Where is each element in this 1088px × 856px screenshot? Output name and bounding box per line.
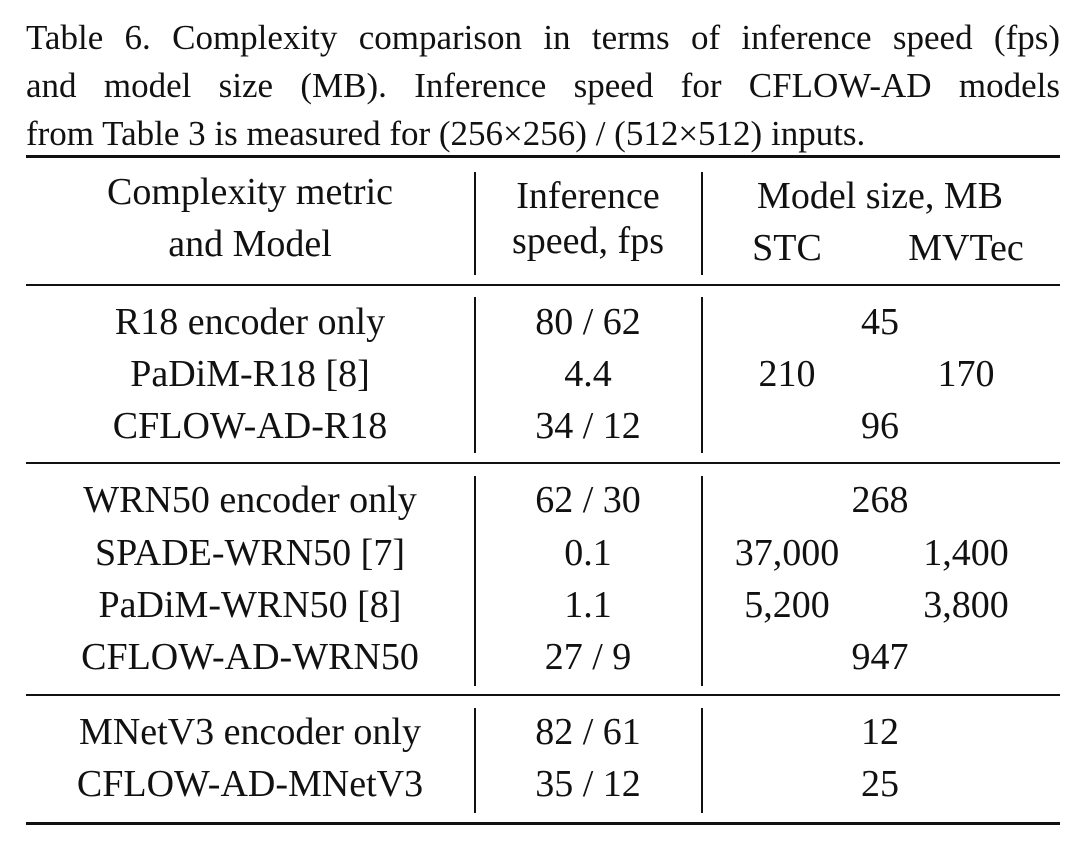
header-complexity-metric: Complexity metric <box>106 171 394 213</box>
model-size-mvtec: 1,400 <box>923 532 1009 574</box>
model-size-stc: 37,000 <box>734 532 840 574</box>
inference-speed: 27 / 9 <box>544 636 632 678</box>
column-separator-right <box>701 297 703 453</box>
model-size-stc: 5,200 <box>744 584 830 626</box>
header-inference: Inference <box>516 175 660 217</box>
model-name: R18 encoder only <box>114 301 386 343</box>
column-separator-right <box>701 708 703 813</box>
inference-speed: 0.1 <box>564 532 612 574</box>
header-model-size: Model size, MB <box>757 175 1003 217</box>
model-size-mvtec: 170 <box>937 353 995 395</box>
model-name: WRN50 encoder only <box>83 479 417 521</box>
column-separator-left <box>474 708 476 813</box>
inference-speed: 82 / 61 <box>535 711 641 753</box>
model-name: PaDiM-R18 [8] <box>130 353 370 395</box>
caption-line-3: from Table 3 is measured for (256×256) /… <box>26 114 866 153</box>
model-size: 25 <box>861 763 899 805</box>
model-size-mvtec: 3,800 <box>923 584 1009 626</box>
model-name: CFLOW-AD-R18 <box>112 405 388 447</box>
inference-speed: 34 / 12 <box>535 405 641 447</box>
column-separator-left <box>474 476 476 686</box>
model-name: CFLOW-AD-WRN50 <box>81 636 419 678</box>
caption-line-1: Table 6. Complexity comparison in terms … <box>26 18 1060 57</box>
model-name: MNetV3 encoder only <box>79 711 421 753</box>
bottom-rule <box>26 822 1060 825</box>
inference-speed: 4.4 <box>564 353 612 395</box>
header-and-model: and Model <box>168 223 332 265</box>
column-separator-right <box>701 476 703 686</box>
group-2-rule <box>26 694 1060 696</box>
group-1-rule <box>26 462 1060 464</box>
model-size: 96 <box>861 405 899 447</box>
model-size: 268 <box>851 479 909 521</box>
model-name: PaDiM-WRN50 [8] <box>98 584 402 626</box>
model-size: 12 <box>861 711 899 753</box>
model-size: 947 <box>851 636 909 678</box>
top-rule <box>26 155 1060 158</box>
inference-speed: 80 / 62 <box>535 301 641 343</box>
header-stc: STC <box>752 227 822 269</box>
column-separator-left <box>474 297 476 453</box>
model-name: CFLOW-AD-MNetV3 <box>76 763 424 805</box>
model-name: SPADE-WRN50 [7] <box>95 532 405 574</box>
table-caption: Table 6. Complexity comparison in terms … <box>26 14 1060 158</box>
model-size-stc: 210 <box>758 353 816 395</box>
header-rule <box>26 284 1060 286</box>
caption-line-2: and model size (MB). Inference speed for… <box>26 66 1060 105</box>
inference-speed: 62 / 30 <box>535 479 641 521</box>
column-separator-left <box>474 172 476 275</box>
header-mvtec: MVTec <box>908 227 1024 269</box>
header-speed-fps: speed, fps <box>512 220 664 262</box>
model-size: 45 <box>861 301 899 343</box>
inference-speed: 1.1 <box>564 584 612 626</box>
inference-speed: 35 / 12 <box>535 763 641 805</box>
column-separator-right <box>701 172 703 275</box>
